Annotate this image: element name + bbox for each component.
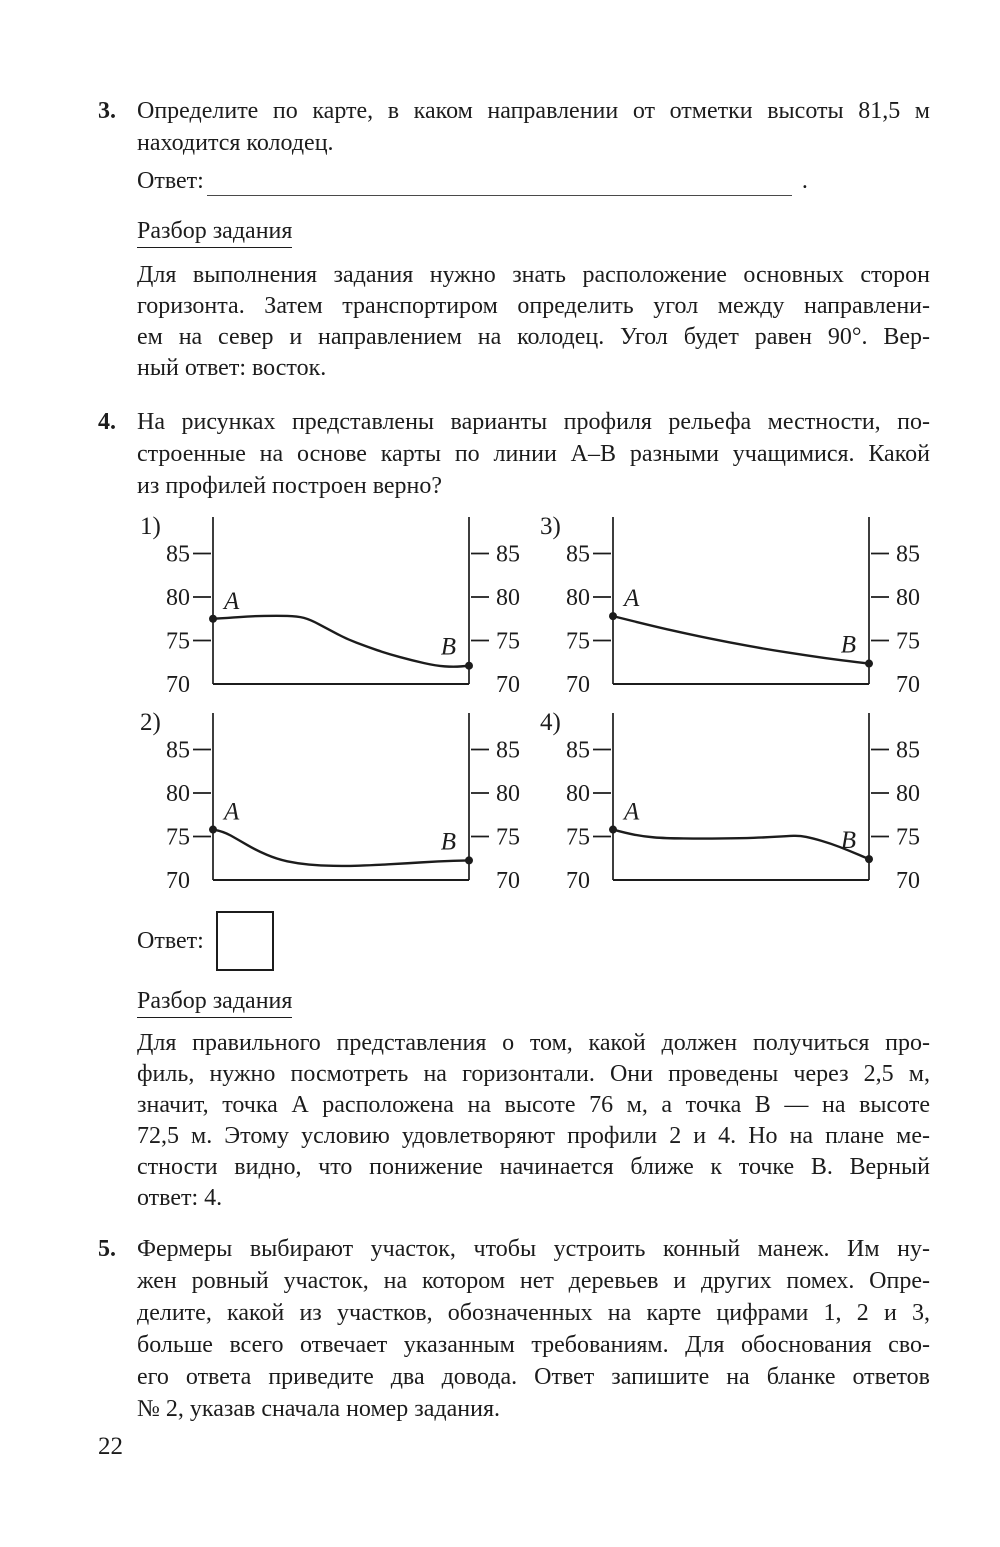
task-4-number: 4. xyxy=(98,409,116,435)
task-3-analysis-heading: Разбор задания xyxy=(137,216,293,248)
answer-box xyxy=(215,911,274,971)
task-3-line: Определите по карте, в каком направлении… xyxy=(137,98,930,124)
task-5-line: № 2, указав сначала номер задания. xyxy=(137,1396,501,1422)
task-4: 4. На рисунках представлены варианты про… xyxy=(98,406,930,502)
analysis-line: 72,5 м. Этому условию удовлетворяют проф… xyxy=(137,1123,930,1149)
task-4-line: из профилей построен верно? xyxy=(137,473,443,499)
task-3-number: 3. xyxy=(98,98,116,124)
profile-3-plot: 85 85 80 80 75 75 70 70 А В xyxy=(566,517,920,698)
analysis-line: стности видно, что понижение начинается … xyxy=(137,1154,930,1180)
svg-text:75: 75 xyxy=(566,825,590,851)
profile-chart-2: 2) 85 85 80 80 75 75 70 70 А В xyxy=(140,708,525,904)
svg-text:75: 75 xyxy=(496,629,520,655)
task-4-analysis: Для правильного представления о том, как… xyxy=(137,1028,930,1214)
svg-text:85: 85 xyxy=(896,542,920,568)
svg-text:80: 80 xyxy=(166,781,190,807)
svg-text:75: 75 xyxy=(896,629,920,655)
task-5-line: жен ровный участок, на котором нет дерев… xyxy=(137,1268,930,1294)
task-5: 5. Фермеры выбирают участок, чтобы устро… xyxy=(98,1233,930,1425)
task-3-answer-row: Ответ: . xyxy=(137,166,930,196)
profile-1-plot: 85 85 80 80 75 75 70 70 А В xyxy=(166,517,520,698)
svg-text:85: 85 xyxy=(566,738,590,764)
svg-text:85: 85 xyxy=(496,738,520,764)
chart-number-label: 2) xyxy=(140,709,161,736)
svg-text:75: 75 xyxy=(166,629,190,655)
svg-text:А: А xyxy=(222,799,240,826)
task-4-answer-row: Ответ: xyxy=(137,910,274,972)
answer-blank-line xyxy=(206,171,792,196)
svg-text:А: А xyxy=(222,588,240,615)
chart-number-label: 3) xyxy=(540,513,561,540)
svg-text:70: 70 xyxy=(166,868,190,894)
svg-text:А: А xyxy=(622,585,640,612)
svg-text:75: 75 xyxy=(566,629,590,655)
answer-period: . xyxy=(801,168,808,194)
chart-number-label: 1) xyxy=(140,513,161,540)
analysis-line: Для выполнения задания нужно знать распо… xyxy=(137,262,930,288)
profile-chart-3: 3) 85 85 80 80 75 75 70 70 А В xyxy=(540,512,925,708)
task-5-text: Фермеры выбирают участок, чтобы устроить… xyxy=(137,1233,930,1425)
svg-text:70: 70 xyxy=(166,672,190,698)
svg-text:75: 75 xyxy=(166,825,190,851)
svg-text:85: 85 xyxy=(166,542,190,568)
svg-text:В: В xyxy=(841,632,856,659)
analysis-line: горизонта. Затем транспортиром определит… xyxy=(137,293,930,319)
analysis-line: ответ: 4. xyxy=(137,1185,223,1211)
task-3-line: находится колодец. xyxy=(137,130,334,156)
svg-text:85: 85 xyxy=(496,542,520,568)
answer-label: Ответ: xyxy=(137,927,204,954)
task-5-line: делите, какой из участков, обозначенных … xyxy=(137,1300,930,1326)
svg-text:85: 85 xyxy=(896,738,920,764)
svg-text:70: 70 xyxy=(896,868,920,894)
svg-text:85: 85 xyxy=(166,738,190,764)
task-4-text: На рисунках представлены варианты профил… xyxy=(137,406,930,502)
answer-label: Ответ: xyxy=(137,168,204,194)
svg-text:80: 80 xyxy=(166,585,190,611)
task-5-number: 5. xyxy=(98,1236,116,1262)
task-5-line: больше всего отвечает указанным требован… xyxy=(137,1332,930,1358)
analysis-line: значит, точка А расположена на высоте 76… xyxy=(137,1092,930,1118)
svg-text:80: 80 xyxy=(896,585,920,611)
svg-text:80: 80 xyxy=(496,781,520,807)
task-3-analysis: Для выполнения задания нужно знать распо… xyxy=(137,260,930,384)
svg-text:70: 70 xyxy=(566,868,590,894)
svg-text:80: 80 xyxy=(566,781,590,807)
page-number: 22 xyxy=(98,1433,123,1460)
svg-text:80: 80 xyxy=(896,781,920,807)
task-3-text: Определите по карте, в каком направлении… xyxy=(137,95,930,159)
profile-chart-1: 1) 85 85 80 80 75 75 70 70 А В xyxy=(140,512,525,708)
svg-text:70: 70 xyxy=(566,672,590,698)
svg-text:75: 75 xyxy=(496,825,520,851)
svg-text:70: 70 xyxy=(496,672,520,698)
svg-text:80: 80 xyxy=(496,585,520,611)
analysis-line: филь, нужно посмотреть на горизонтали. О… xyxy=(137,1061,930,1087)
svg-text:В: В xyxy=(841,827,856,854)
profile-2-plot: 85 85 80 80 75 75 70 70 А В xyxy=(166,713,520,894)
chart-number-label: 4) xyxy=(540,709,561,736)
task-4-analysis-heading: Разбор задания xyxy=(137,986,293,1018)
analysis-line: ем на север и направлением на колодец. У… xyxy=(137,324,930,350)
svg-text:70: 70 xyxy=(896,672,920,698)
svg-text:В: В xyxy=(441,634,456,661)
profile-chart-4: 4) 85 85 80 80 75 75 70 70 А В xyxy=(540,708,925,904)
analysis-line: ный ответ: восток. xyxy=(137,355,327,381)
task-4-line: строенные на основе карты по линии А–В р… xyxy=(137,441,930,467)
svg-text:А: А xyxy=(622,799,640,826)
svg-text:В: В xyxy=(441,828,456,855)
task-5-line: Фермеры выбирают участок, чтобы устроить… xyxy=(137,1236,930,1262)
svg-text:75: 75 xyxy=(896,825,920,851)
svg-text:85: 85 xyxy=(566,542,590,568)
task-5-line: его ответа приведите два довода. Ответ з… xyxy=(137,1364,930,1390)
analysis-line: Для правильного представления о том, как… xyxy=(137,1030,930,1056)
svg-text:70: 70 xyxy=(496,868,520,894)
svg-text:80: 80 xyxy=(566,585,590,611)
profile-4-plot: 85 85 80 80 75 75 70 70 А В xyxy=(566,713,920,894)
task-4-line: На рисунках представлены варианты профил… xyxy=(137,409,930,435)
task-3: 3. Определите по карте, в каком направле… xyxy=(98,95,930,159)
